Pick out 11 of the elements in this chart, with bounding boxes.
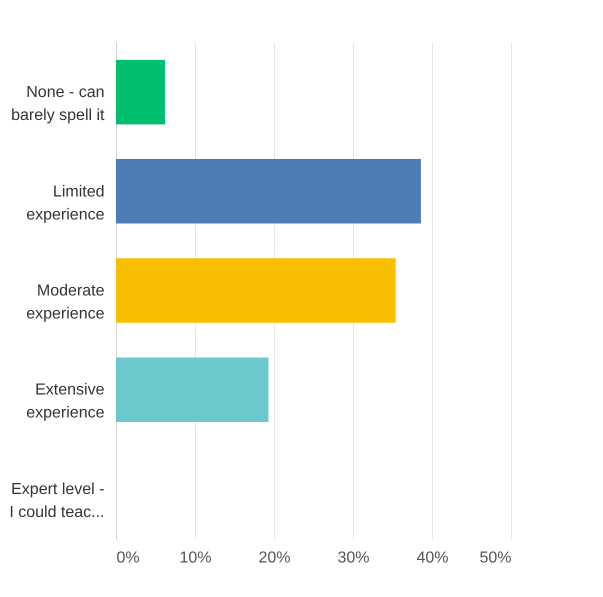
x-tick-label: 30% xyxy=(337,550,370,566)
x-tick-label: 0% xyxy=(116,550,140,566)
y-tick-label: None - can barely spell it xyxy=(11,84,106,124)
y-tick-label: Expert level - I could teac... xyxy=(9,480,104,521)
x-tick-label: 10% xyxy=(179,550,212,566)
x-tick-label: 20% xyxy=(258,550,291,566)
x-tick-label: 40% xyxy=(416,550,449,566)
x-tick-label: 50% xyxy=(479,550,512,566)
y-tick-label: Extensive experience xyxy=(26,382,105,422)
y-tick-label: Limited experience xyxy=(26,183,105,224)
y-tick-label: Moderate experience xyxy=(26,282,105,322)
